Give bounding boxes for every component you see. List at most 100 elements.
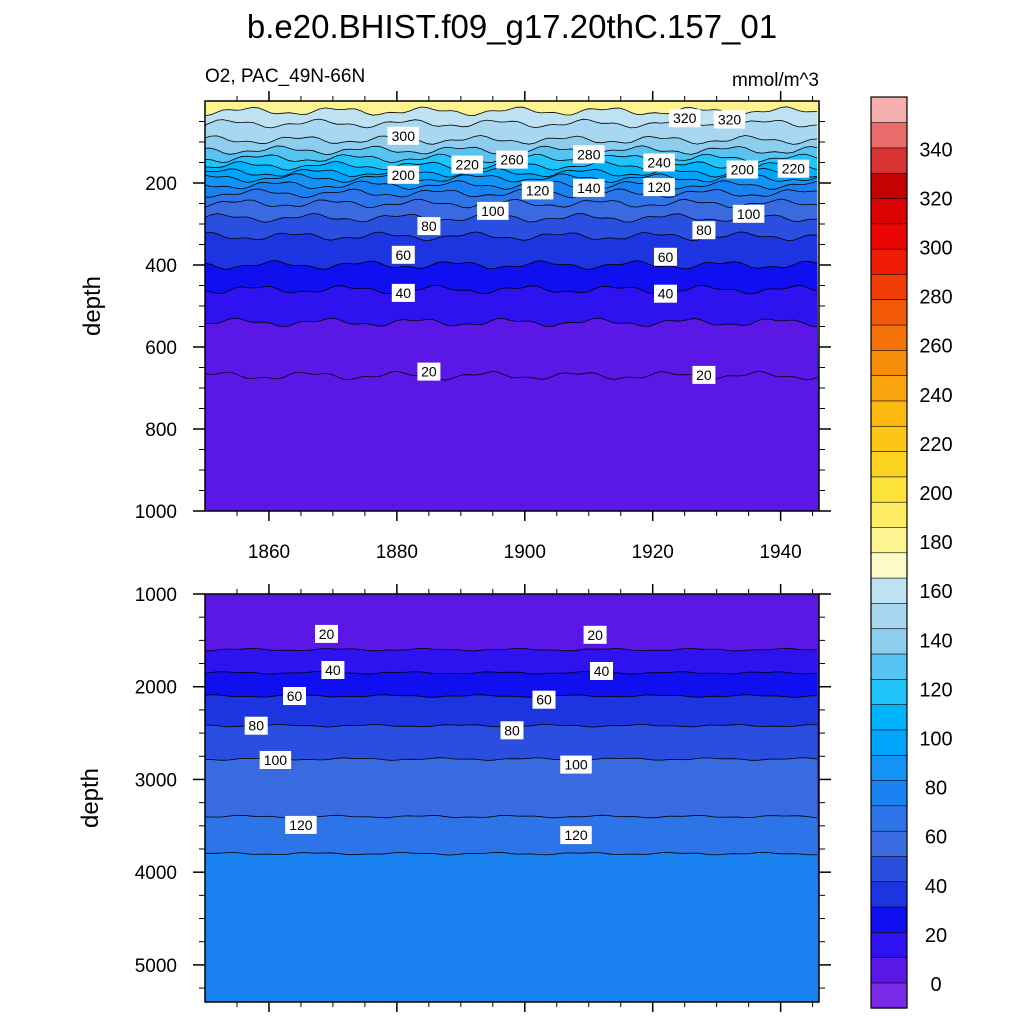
contour-label-text: 120 [564, 827, 588, 843]
colorbar-box [870, 602, 908, 630]
contour-label-box [315, 624, 338, 643]
colorbar-box [870, 805, 908, 832]
y-tick-label: 600 [145, 338, 177, 359]
contour-band-140 [205, 852, 819, 1002]
colorbar-label: 80 [925, 778, 947, 800]
colorbar-box [870, 400, 908, 427]
contour-label-box [521, 181, 554, 200]
contour-line-100 [205, 757, 818, 761]
contour-label-text: 280 [577, 146, 601, 162]
y-tick-label: 1000 [135, 585, 177, 606]
colorbar-label: 320 [919, 188, 952, 210]
contour-label-box [387, 165, 420, 184]
lower-y-axis-title: depth [77, 768, 104, 828]
contour-label: 80 [692, 221, 716, 240]
contour-label-text: 320 [718, 112, 742, 128]
contour-line-60 [205, 694, 818, 698]
contour-label-box [692, 365, 716, 384]
colorbar-box [870, 653, 908, 680]
x-tick-label: 1860 [248, 542, 290, 563]
contour-label: 60 [391, 245, 415, 264]
colorbar-box [870, 830, 908, 857]
y-tick-label: 5000 [135, 956, 177, 977]
x-tick-label: 1880 [376, 542, 418, 563]
upper-y-axis-title: depth [79, 276, 106, 336]
colorbar-box [870, 223, 908, 250]
contour-line-200 [205, 167, 818, 178]
y-tick-label: 200 [145, 174, 177, 195]
colorbar-box [870, 729, 908, 756]
colorbar-box [870, 906, 908, 933]
contour-label: 260 [496, 150, 528, 169]
contour-line-60 [205, 260, 818, 270]
contour-line-140 [205, 851, 818, 856]
contour-label-box [583, 625, 607, 644]
contour-label-box [732, 204, 765, 223]
contour-label: 100 [477, 201, 509, 220]
contour-label: 40 [590, 662, 613, 680]
units-label: mmol/m^3 [732, 70, 819, 91]
lower-contour-labels: 20 20 40 40 60 60 80 80 100 100 120 120 [244, 624, 613, 845]
colorbar-box [870, 450, 908, 478]
contour-label: 20 [583, 625, 607, 644]
y-tick-label: 800 [145, 420, 177, 441]
y-tick-label: 2000 [135, 678, 177, 699]
contour-line-280 [205, 135, 818, 145]
contour-label: 20 [315, 624, 338, 643]
contour-label-text: 200 [731, 162, 755, 178]
y-tick-label: 4000 [135, 863, 177, 884]
contour-label: 40 [321, 661, 345, 679]
contour-label-box [500, 721, 524, 740]
contour-label-box [654, 247, 677, 266]
contour-label-box [496, 150, 528, 169]
contour-line-100 [205, 213, 818, 223]
contour-label: 200 [726, 160, 759, 179]
lower-axes: 1000 2000 3000 4000 5000 [135, 584, 831, 1012]
colorbar-box [870, 476, 908, 503]
contour-label-text: 40 [594, 663, 610, 679]
variable-label: O2, PAC_49N-66N [205, 66, 365, 87]
colorbar-box [870, 197, 908, 225]
contour-label-box [387, 126, 420, 145]
contour-label-box [283, 687, 306, 705]
contour-label: 80 [244, 716, 268, 735]
colorbar-box [870, 324, 908, 351]
upper-contour-lines [205, 106, 818, 381]
contour-label-text: 100 [564, 757, 588, 773]
contour-label: 120 [285, 815, 317, 834]
contour-label-box [573, 145, 605, 164]
colorbar-box [870, 349, 908, 376]
contour-label-box [244, 716, 268, 735]
contour-label-box [643, 178, 675, 197]
contour-label-box [643, 153, 675, 172]
contour-label-text: 80 [421, 218, 437, 234]
colorbar-label: 100 [919, 729, 952, 751]
contour-label-text: 20 [319, 626, 335, 642]
colorbar-frame [870, 96, 908, 1009]
contour-label-box [451, 155, 483, 174]
contour-label-text: 80 [504, 722, 520, 738]
colorbar-box [870, 628, 908, 655]
contour-label-text: 20 [587, 627, 603, 643]
contour-label: 240 [643, 153, 675, 172]
x-tick-label: 1940 [759, 542, 801, 563]
contour-label-text: 200 [392, 167, 416, 183]
contour-label-box [321, 661, 345, 679]
colorbar-label: 280 [919, 287, 952, 309]
contour-label-box [560, 826, 592, 845]
contour-label-box [777, 159, 810, 178]
contour-label-box [560, 755, 592, 774]
contour-label: 120 [643, 178, 675, 197]
contour-label-text: 100 [481, 203, 505, 219]
contour-line-20 [205, 317, 818, 328]
contour-label-box [668, 109, 701, 128]
contour-label-text: 120 [526, 182, 550, 198]
colorbar-box [870, 122, 908, 149]
contour-label: 200 [387, 165, 420, 184]
x-tick-label: 1920 [632, 542, 674, 563]
contour-label-text: 140 [577, 180, 601, 196]
contour-label-text: 220 [456, 157, 480, 173]
colorbar: 0 20 40 60 80 100 120 140 160 180 200 220 240 260 280 3… [870, 96, 953, 1009]
contour-label-text: 320 [673, 110, 697, 126]
contour-label: 300 [387, 126, 420, 145]
